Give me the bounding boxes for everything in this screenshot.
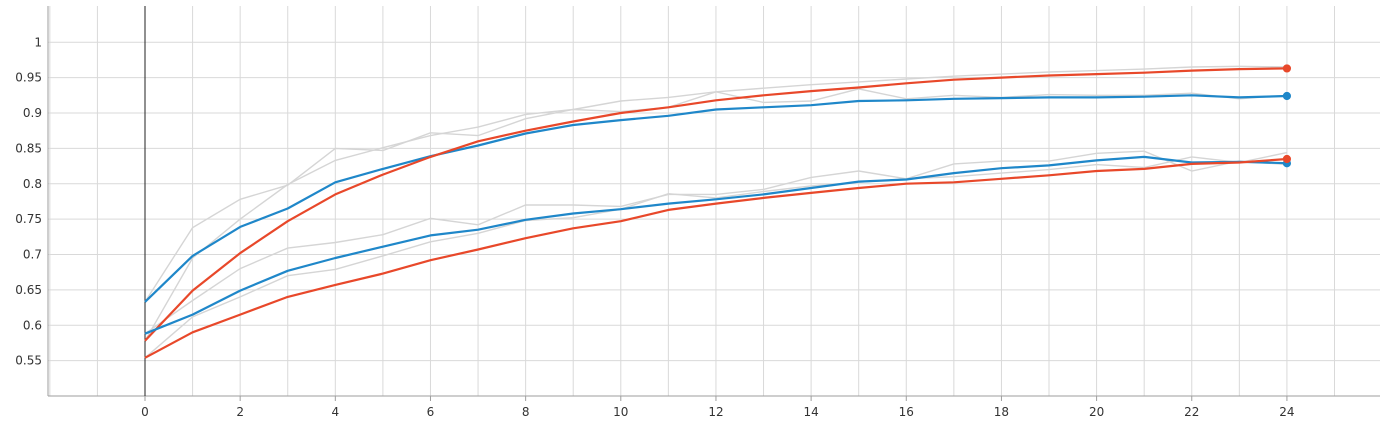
raw-series-layer: [144, 65, 1288, 359]
x-tick-label: 8: [522, 405, 530, 419]
x-tick-label: 12: [708, 405, 723, 419]
y-tick-label: 0.65: [15, 283, 42, 297]
x-tick-label: 4: [331, 405, 339, 419]
series-line-3: [144, 155, 1287, 335]
x-tick-label: 6: [427, 405, 435, 419]
series-line-1: [144, 94, 1287, 303]
x-tick-label: 16: [899, 405, 914, 419]
x-tick-label: 2: [236, 405, 244, 419]
grid-lines: [48, 6, 1380, 396]
x-tick-label: 14: [803, 405, 818, 419]
x-tick-label: 0: [141, 405, 149, 419]
y-tick-label: 0.9: [23, 106, 42, 120]
x-tick-label: 22: [1184, 405, 1199, 419]
raw-series-line-4: [144, 151, 1288, 359]
series-line-2: [144, 67, 1287, 342]
series-end-point-4: [1282, 154, 1292, 164]
y-tick-label: 0.95: [15, 71, 42, 85]
y-tick-label: 0.8: [23, 177, 42, 191]
smoothed-series-layer: [144, 64, 1292, 359]
y-tick-label: 0.85: [15, 141, 42, 155]
x-tick-label: 20: [1089, 405, 1104, 419]
y-tick-label: 0.6: [23, 318, 42, 332]
y-tick-label: 0.7: [23, 248, 42, 262]
x-tick-label: 18: [994, 405, 1009, 419]
series-line-4: [144, 157, 1287, 359]
axes: [47, 6, 1380, 401]
raw-series-line-3: [144, 150, 1287, 335]
x-tick-label: 10: [613, 405, 628, 419]
y-tick-label: 1: [34, 35, 42, 49]
y-tick-label: 0.75: [15, 212, 42, 226]
series-end-point-1: [1282, 91, 1292, 101]
y-tick-label: 0.55: [15, 354, 42, 368]
raw-series-line-2: [144, 65, 1287, 342]
x-tick-label: 24: [1279, 405, 1294, 419]
series-end-point-2: [1282, 64, 1292, 73]
